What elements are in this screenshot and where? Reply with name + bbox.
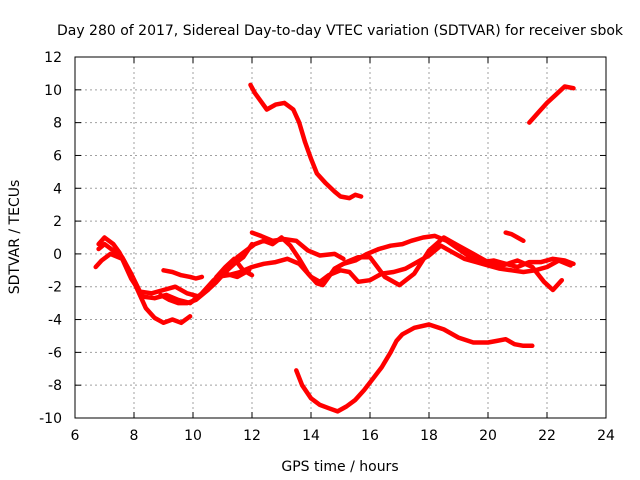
- chart-title: Day 280 of 2017, Sidereal Day-to-day VTE…: [57, 23, 624, 39]
- series-midday-top: [249, 230, 346, 262]
- x-tick-label: 22: [538, 428, 556, 444]
- series-afternoon-dip: [332, 235, 565, 293]
- x-tick-label: 24: [597, 428, 615, 444]
- x-tick-label: 8: [130, 428, 139, 444]
- x-tick-label: 14: [302, 428, 320, 444]
- series-deep-dip: [96, 235, 193, 326]
- y-tick-label: -4: [48, 313, 62, 329]
- x-tick-label: 16: [361, 428, 379, 444]
- series-high-arc: [248, 82, 364, 201]
- series-low-arc: [294, 322, 535, 414]
- y-tick-label: 0: [53, 247, 62, 263]
- y-tick-label: 4: [53, 181, 62, 197]
- y-tick-label: 2: [53, 214, 62, 230]
- plot-frame: [74, 56, 607, 419]
- y-tick-label: -8: [48, 378, 62, 394]
- y-tick-label: -10: [39, 411, 62, 427]
- x-tick-label: 6: [71, 428, 80, 444]
- y-tick-label: -2: [48, 280, 62, 296]
- series-short-segment: [503, 230, 526, 244]
- y-axis-label: SDTVAR / TECUs: [7, 180, 23, 295]
- y-tick-label: 6: [53, 148, 62, 164]
- grid: [75, 57, 606, 418]
- y-tick-label: -6: [48, 345, 62, 361]
- series-midday-mid: [235, 233, 576, 288]
- x-tick-label: 18: [420, 428, 438, 444]
- series-morning-b: [93, 251, 252, 306]
- y-tick-label: 8: [53, 116, 62, 132]
- series-rising-end: [527, 84, 576, 125]
- series-side-segment: [161, 268, 205, 281]
- y-tick-label: 10: [44, 83, 62, 99]
- x-tick-label: 12: [243, 428, 261, 444]
- series-midday-low: [214, 243, 573, 285]
- x-tick-label: 20: [479, 428, 497, 444]
- x-tick-label: 10: [184, 428, 202, 444]
- series-morning-a: [96, 241, 255, 299]
- y-tick-label: 12: [44, 50, 62, 66]
- series-group: [93, 82, 576, 414]
- series-morning-c: [158, 256, 255, 306]
- x-axis-label: GPS time / hours: [281, 459, 398, 475]
